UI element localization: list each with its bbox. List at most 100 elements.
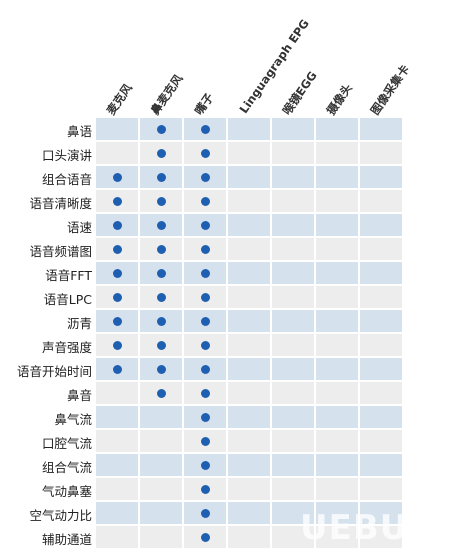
matrix-cell <box>228 238 270 260</box>
matrix-cell <box>228 358 270 380</box>
matrix-cell <box>360 382 402 404</box>
row-label: 组合语音 <box>41 172 92 187</box>
matrix-cell <box>96 526 138 548</box>
support-dot <box>200 388 210 398</box>
matrix-cell <box>316 502 358 524</box>
support-dot <box>112 340 122 350</box>
matrix-cell <box>316 190 358 212</box>
matrix-cell <box>316 286 358 308</box>
matrix-cell <box>360 286 402 308</box>
matrix-cell <box>316 166 358 188</box>
support-dot <box>200 316 210 326</box>
row-label: 语音清晰度 <box>29 196 92 211</box>
column-header: 图像采集卡 <box>367 62 413 118</box>
matrix-cell <box>96 478 138 500</box>
column-header: 摄像头 <box>323 81 355 118</box>
matrix-cell <box>316 238 358 260</box>
support-dot <box>156 148 166 158</box>
row-label: 气动鼻塞 <box>41 484 92 499</box>
support-dot <box>200 244 210 254</box>
row-label: 空气动力比 <box>29 508 92 523</box>
support-dot <box>200 268 210 278</box>
column-header: 嘴子 <box>191 90 217 118</box>
matrix-cell <box>140 406 182 428</box>
support-dot <box>156 124 166 134</box>
column-header: 鼻麦克风 <box>147 71 186 118</box>
matrix-cell <box>272 358 314 380</box>
matrix-cell <box>228 190 270 212</box>
support-dot <box>200 484 210 494</box>
matrix-cell <box>272 454 314 476</box>
matrix-cell <box>272 166 314 188</box>
support-dot <box>112 292 122 302</box>
row-label: 语音LPC <box>43 292 92 307</box>
matrix-cell <box>228 310 270 332</box>
matrix-cell <box>360 334 402 356</box>
matrix-cell <box>316 454 358 476</box>
matrix-cell <box>272 406 314 428</box>
support-dot <box>112 316 122 326</box>
matrix-cell <box>272 214 314 236</box>
matrix-cell <box>360 526 402 548</box>
row-label: 语音频谱图 <box>29 244 92 259</box>
support-dot <box>200 340 210 350</box>
support-dot <box>200 124 210 134</box>
matrix-cell <box>316 526 358 548</box>
matrix-cell <box>272 334 314 356</box>
support-dot <box>200 508 210 518</box>
matrix-cell <box>272 286 314 308</box>
matrix-cell <box>360 238 402 260</box>
matrix-cell <box>228 286 270 308</box>
matrix-cell <box>272 430 314 452</box>
matrix-cell <box>228 526 270 548</box>
support-dot <box>156 244 166 254</box>
matrix-cell <box>316 262 358 284</box>
matrix-cell <box>316 214 358 236</box>
support-dot <box>200 460 210 470</box>
row-label: 鼻气流 <box>54 412 92 427</box>
matrix-cell <box>360 166 402 188</box>
matrix-cell <box>272 118 314 140</box>
matrix-cell <box>316 310 358 332</box>
matrix-cell <box>272 478 314 500</box>
matrix-cell <box>140 454 182 476</box>
matrix-cell <box>228 502 270 524</box>
matrix-cell <box>316 478 358 500</box>
support-dot <box>200 172 210 182</box>
row-label: 口腔气流 <box>41 436 92 451</box>
matrix-cell <box>228 406 270 428</box>
support-dot <box>112 172 122 182</box>
matrix-cell <box>360 358 402 380</box>
matrix-cell <box>228 142 270 164</box>
support-dot <box>112 268 122 278</box>
support-dot <box>200 532 210 542</box>
matrix-cell <box>228 430 270 452</box>
support-dot <box>200 292 210 302</box>
matrix-cell <box>228 262 270 284</box>
support-dot <box>156 196 166 206</box>
matrix-cell <box>360 190 402 212</box>
matrix-cell <box>316 118 358 140</box>
matrix-cell <box>360 262 402 284</box>
row-label: 声音强度 <box>41 340 92 355</box>
matrix-cell <box>360 214 402 236</box>
matrix-cell <box>140 526 182 548</box>
support-dot <box>200 148 210 158</box>
support-dot <box>200 196 210 206</box>
matrix-cell <box>360 502 402 524</box>
matrix-cell <box>272 238 314 260</box>
matrix-cell <box>272 142 314 164</box>
support-dot <box>156 268 166 278</box>
matrix-cell <box>272 262 314 284</box>
matrix-cell <box>360 310 402 332</box>
support-dot <box>112 364 122 374</box>
matrix-cell <box>140 478 182 500</box>
row-label: 沥青 <box>66 316 92 331</box>
row-label: 鼻音 <box>66 388 92 403</box>
matrix-cell <box>272 526 314 548</box>
support-dot <box>156 316 166 326</box>
matrix-cell <box>96 142 138 164</box>
matrix-cell <box>316 430 358 452</box>
column-header: 麦克风 <box>103 81 135 118</box>
matrix-cell <box>140 430 182 452</box>
